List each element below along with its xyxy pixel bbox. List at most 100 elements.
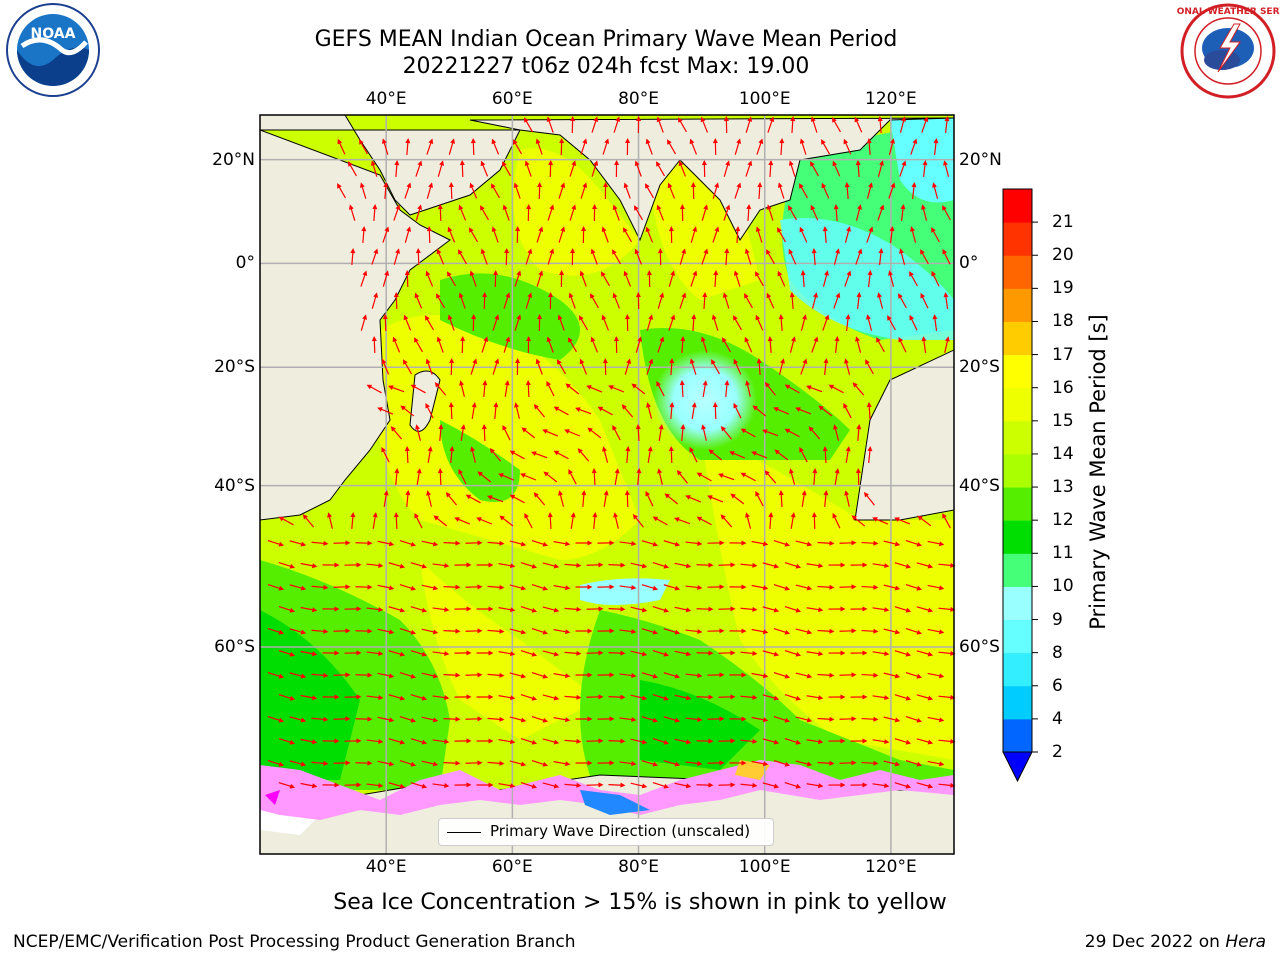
wave-direction-arrow bbox=[773, 583, 791, 591]
wave-direction-arrow bbox=[833, 204, 839, 222]
wave-direction-arrow bbox=[910, 138, 918, 155]
wave-direction-arrow bbox=[531, 584, 549, 591]
wave-direction-arrow bbox=[393, 292, 399, 310]
wave-direction-arrow bbox=[712, 138, 718, 156]
colorbar-tick-label: 6 bbox=[1052, 675, 1063, 696]
wave-direction-arrow bbox=[337, 138, 346, 155]
wave-direction-arrow bbox=[432, 651, 450, 657]
wave-direction-arrow bbox=[393, 512, 399, 530]
wave-direction-arrow bbox=[360, 314, 368, 331]
wave-direction-arrow bbox=[337, 183, 346, 199]
wave-direction-arrow bbox=[535, 358, 543, 375]
wave-direction-arrow bbox=[476, 606, 494, 612]
wave-direction-arrow bbox=[524, 160, 532, 177]
wave-direction-arrow bbox=[564, 562, 582, 568]
wave-direction-arrow bbox=[822, 314, 830, 331]
wave-direction-arrow bbox=[267, 628, 285, 635]
wave-direction-arrow bbox=[592, 512, 598, 530]
wave-direction-arrow bbox=[410, 562, 428, 569]
wave-direction-arrow bbox=[559, 270, 565, 288]
wave-direction-arrow bbox=[676, 470, 689, 484]
wave-direction-arrow bbox=[542, 429, 559, 437]
wave-direction-arrow bbox=[900, 204, 906, 222]
wave-direction-arrow bbox=[635, 424, 641, 442]
wave-direction-arrow bbox=[498, 473, 515, 481]
wave-direction-arrow bbox=[601, 314, 610, 331]
wave-direction-arrow bbox=[810, 161, 819, 177]
wave-direction-arrow bbox=[818, 405, 833, 417]
wave-direction-arrow bbox=[861, 628, 879, 634]
wave-direction-arrow bbox=[575, 584, 593, 590]
wave-direction-arrow bbox=[866, 314, 873, 331]
wave-direction-arrow bbox=[394, 160, 400, 178]
wave-direction-arrow bbox=[350, 512, 356, 530]
wave-direction-arrow bbox=[302, 514, 315, 528]
wave-direction-arrow bbox=[612, 204, 620, 221]
wave-direction-arrow bbox=[910, 226, 917, 243]
wave-direction-arrow bbox=[388, 385, 405, 393]
wave-direction-arrow bbox=[521, 427, 536, 439]
wave-direction-arrow bbox=[366, 606, 384, 612]
wave-direction-arrow bbox=[415, 204, 423, 221]
wave-direction-arrow bbox=[569, 204, 577, 221]
wave-direction-arrow bbox=[536, 226, 544, 243]
wave-direction-arrow bbox=[344, 562, 362, 568]
wave-direction-arrow bbox=[795, 628, 813, 635]
wave-direction-arrow bbox=[480, 205, 490, 221]
wave-direction-arrow bbox=[614, 468, 620, 485]
wave-direction-arrow bbox=[590, 336, 599, 353]
wave-direction-arrow bbox=[657, 248, 663, 266]
wave-direction-arrow bbox=[744, 248, 752, 265]
wave-direction-arrow bbox=[564, 429, 581, 437]
wave-direction-arrow bbox=[920, 292, 929, 309]
wave-direction-arrow bbox=[920, 249, 929, 265]
wave-direction-arrow bbox=[806, 563, 824, 569]
wave-direction-arrow bbox=[311, 584, 329, 590]
wave-direction-arrow bbox=[766, 292, 775, 309]
wave-direction-arrow bbox=[623, 182, 631, 199]
wave-direction-arrow bbox=[399, 671, 417, 679]
wave-direction-arrow bbox=[393, 248, 401, 265]
wave-direction-arrow bbox=[733, 270, 741, 287]
wave-direction-arrow bbox=[707, 495, 724, 503]
wave-direction-arrow bbox=[942, 248, 951, 265]
wave-direction-arrow bbox=[834, 336, 840, 354]
wave-direction-arrow bbox=[843, 138, 852, 155]
wave-direction-arrow bbox=[645, 226, 654, 243]
colorbar-tick-label: 4 bbox=[1052, 708, 1063, 729]
wave-direction-arrow bbox=[591, 116, 599, 133]
wave-direction-arrow bbox=[866, 226, 874, 243]
wave-direction-arrow bbox=[778, 314, 784, 332]
wave-direction-arrow bbox=[289, 540, 307, 547]
wave-direction-arrow bbox=[575, 628, 593, 634]
wave-direction-arrow bbox=[581, 226, 587, 244]
wave-direction-arrow bbox=[454, 562, 472, 568]
wave-direction-arrow bbox=[656, 161, 666, 177]
generation-date-text: 29 Dec 2022 on bbox=[1084, 932, 1226, 952]
wave-direction-arrow bbox=[597, 406, 613, 416]
wave-direction-arrow bbox=[773, 627, 791, 635]
wave-direction-arrow bbox=[696, 606, 714, 612]
wave-direction-arrow bbox=[590, 248, 598, 265]
wave-direction-arrow bbox=[487, 584, 505, 590]
nws-logo: NATIONAL WEATHER SERVICE bbox=[1176, 3, 1280, 99]
wave-direction-arrow bbox=[850, 562, 868, 568]
wave-direction-arrow bbox=[498, 607, 516, 613]
wave-direction-arrow bbox=[755, 314, 764, 331]
wave-direction-arrow bbox=[553, 450, 569, 460]
wave-direction-arrow bbox=[888, 182, 896, 199]
wave-direction-arrow bbox=[768, 512, 774, 530]
wave-direction-arrow bbox=[764, 382, 777, 396]
wave-direction-arrow bbox=[535, 138, 543, 155]
wave-direction-arrow bbox=[898, 293, 907, 309]
wave-direction-arrow bbox=[774, 449, 789, 461]
wave-direction-arrow bbox=[612, 292, 621, 309]
wave-direction-arrow bbox=[322, 562, 340, 568]
wave-direction-arrow bbox=[799, 226, 808, 243]
colorbar-tick-label: 11 bbox=[1052, 543, 1074, 564]
wave-direction-arrow bbox=[917, 515, 932, 527]
wave-direction-arrow bbox=[416, 468, 422, 485]
wave-direction-arrow bbox=[361, 226, 367, 244]
wave-direction-arrow bbox=[674, 606, 692, 613]
wave-direction-arrow bbox=[491, 226, 499, 243]
